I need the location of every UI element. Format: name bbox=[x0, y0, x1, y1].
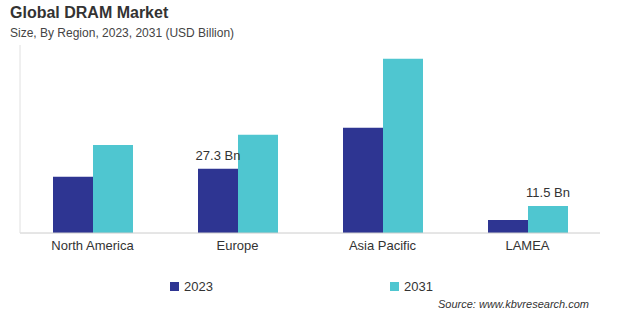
html-text:Global DRAM Market: Global DRAM Market bbox=[10, 4, 169, 21]
html-text:2023: 2023 bbox=[184, 279, 213, 294]
html-text:Size, By Region, 2023, 2031 (U: Size, By Region, 2023, 2031 (USD Billion… bbox=[10, 26, 235, 40]
svg-text:North America: North America bbox=[51, 238, 134, 253]
html-text:Source: www.kbvresearch.com: Source: www.kbvresearch.com bbox=[438, 298, 589, 310]
svg-text:11.5 Bn: 11.5 Bn bbox=[526, 185, 570, 200]
svg-text:LAMEA: LAMEA bbox=[505, 238, 549, 253]
svg-text:27.3 Bn: 27.3 Bn bbox=[196, 148, 241, 163]
html-text:2031: 2031 bbox=[404, 279, 433, 294]
svg-text:Europe: Europe bbox=[217, 238, 259, 253]
svg-text:Asia Pacific: Asia Pacific bbox=[349, 238, 417, 253]
